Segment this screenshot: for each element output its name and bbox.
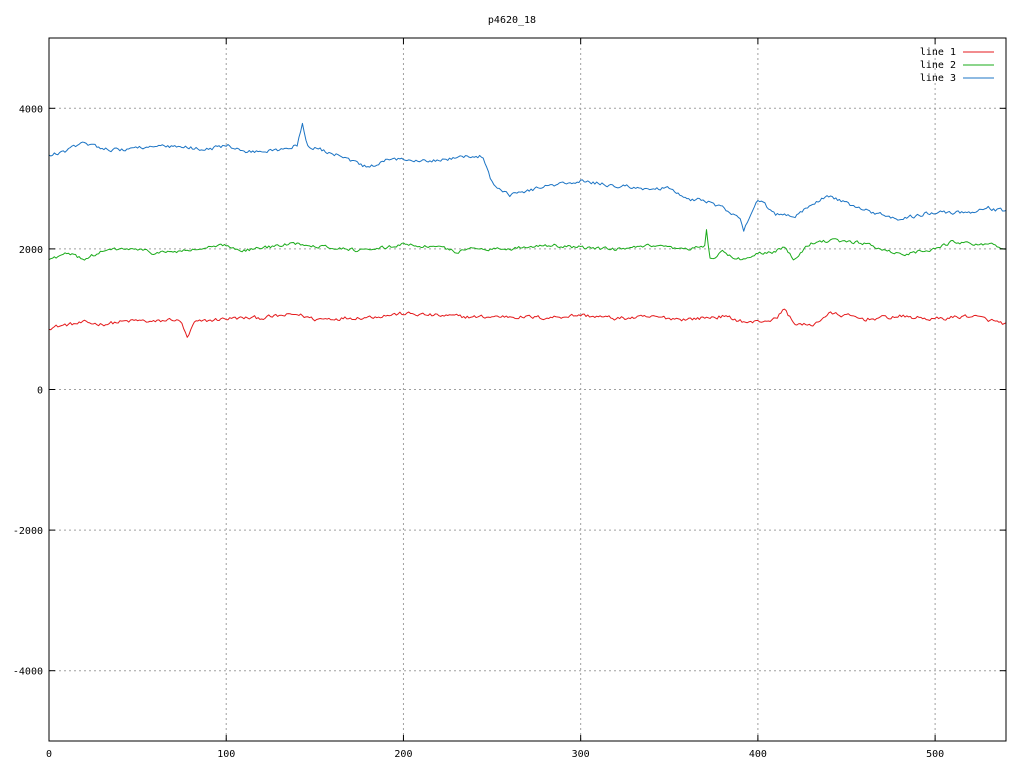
chart-title: p4620_18 [488, 15, 536, 26]
y-tick-label: 2000 [19, 245, 43, 256]
legend: line 1 line 2 line 3 [920, 47, 994, 84]
legend-label: line 3 [920, 73, 956, 84]
grid [49, 38, 1006, 741]
x-tick-label: 500 [926, 749, 944, 760]
plot-frame [48, 37, 1007, 742]
y-tick-label: 4000 [19, 104, 43, 115]
x-tick-label: 100 [217, 749, 235, 760]
x-tick-label: 400 [749, 749, 767, 760]
series-line-2 [48, 229, 1007, 261]
x-tick-label: 300 [572, 749, 590, 760]
series-line-3 [48, 122, 1007, 232]
plot-area [48, 122, 1007, 338]
series-line-1 [48, 308, 1007, 338]
y-tick-label: -4000 [13, 667, 43, 678]
legend-label: line 2 [920, 60, 956, 71]
axis-ticks: 0 100 200 300 400 500 -4000 -2000 0 2000 4000 [13, 38, 1006, 760]
x-tick-label: 200 [394, 749, 412, 760]
y-tick-label: -2000 [13, 526, 43, 537]
legend-label: line 1 [920, 47, 956, 58]
x-tick-label: 0 [46, 749, 52, 760]
y-tick-label: 0 [37, 386, 43, 397]
